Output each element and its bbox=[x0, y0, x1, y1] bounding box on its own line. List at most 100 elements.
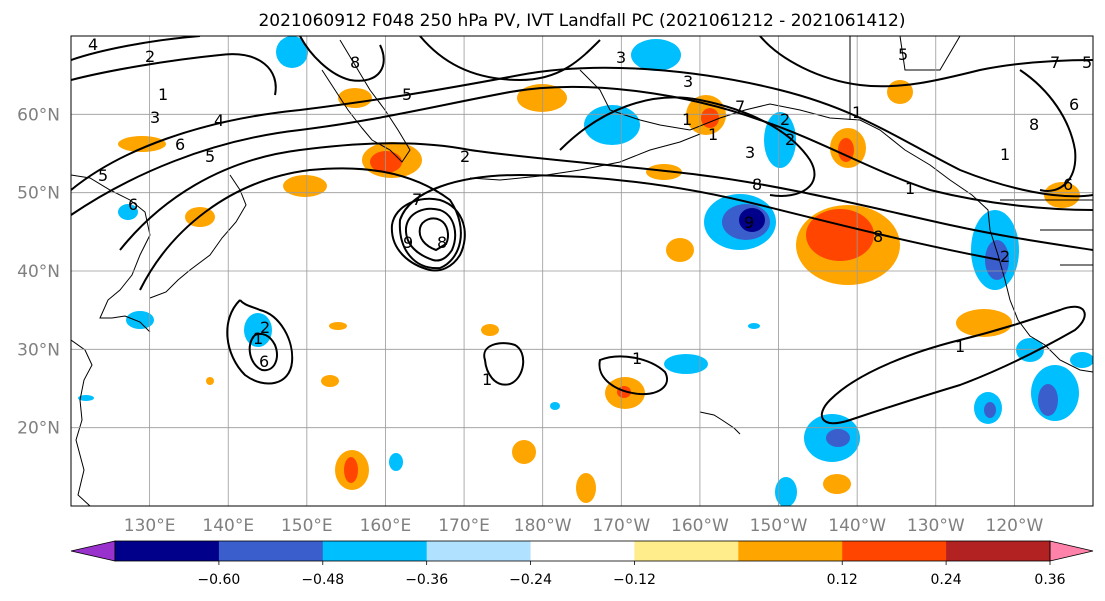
contour-label: 9 bbox=[403, 233, 413, 252]
colorbar-tick-label: −0.24 bbox=[509, 572, 552, 588]
contour-label: 9 bbox=[744, 213, 754, 232]
colorbar-segment bbox=[218, 541, 324, 561]
map-frame bbox=[70, 35, 1094, 507]
negative-anomaly-blob bbox=[631, 39, 681, 71]
contour-label: 7 bbox=[1050, 53, 1060, 72]
negative-anomaly-blob bbox=[664, 354, 708, 374]
contour-label: 2 bbox=[780, 110, 790, 129]
contour-label: 1 bbox=[852, 103, 862, 122]
contour-label: 2 bbox=[145, 47, 155, 66]
negative-anomaly-blob bbox=[739, 208, 765, 232]
us-border bbox=[1000, 199, 1093, 266]
longitude-label: 160°E bbox=[360, 516, 412, 536]
pv-contour bbox=[598, 355, 668, 396]
positive-anomaly-blob bbox=[838, 138, 854, 162]
contour-label: 1 bbox=[955, 337, 965, 356]
colorbar-frame bbox=[114, 540, 1051, 562]
positive-anomaly-blob bbox=[512, 440, 536, 464]
negative-anomaly-blob bbox=[1016, 338, 1044, 362]
colorbar-segment bbox=[115, 541, 220, 561]
contour-label: 2 bbox=[785, 130, 795, 149]
contour-label: 8 bbox=[873, 227, 883, 246]
longitude-label: 130°W bbox=[907, 516, 965, 536]
contour-label: 5 bbox=[1082, 53, 1092, 72]
pv-contour bbox=[404, 207, 457, 262]
colorbar-segment bbox=[842, 541, 947, 561]
japan-coastline bbox=[149, 174, 247, 299]
colorbar-tick-label: −0.60 bbox=[197, 572, 240, 588]
pv-contour bbox=[483, 342, 525, 386]
contour-label: 6 bbox=[128, 195, 138, 214]
contour-label: 5 bbox=[402, 85, 412, 104]
contour-label: 7 bbox=[412, 190, 422, 209]
pv-contour bbox=[248, 332, 278, 372]
pv-contour bbox=[820, 305, 1086, 425]
positive-anomaly-blob bbox=[517, 84, 567, 112]
longitude-label: 130°E bbox=[124, 516, 176, 536]
contour-label: 7 bbox=[735, 97, 745, 116]
longitude-label: 150°W bbox=[750, 516, 808, 536]
positive-anomaly-blob bbox=[329, 322, 347, 330]
contour-label: 8 bbox=[1029, 115, 1039, 134]
negative-anomaly-blob bbox=[775, 477, 797, 506]
contour-label: 3 bbox=[683, 72, 693, 91]
colorbar-segment bbox=[634, 541, 739, 561]
longitude-label: 140°E bbox=[202, 516, 254, 536]
negative-anomaly-blob bbox=[126, 311, 154, 329]
pv-contour bbox=[390, 197, 466, 272]
north-america-coastline bbox=[989, 229, 1093, 373]
contour-label: 6 bbox=[1069, 95, 1079, 114]
positive-anomaly-blob bbox=[481, 324, 499, 336]
colorbar-extend-max bbox=[1049, 540, 1094, 562]
positive-anomaly-blob bbox=[321, 375, 339, 387]
positive-anomaly-blob bbox=[646, 164, 682, 180]
negative-anomaly-blob bbox=[748, 323, 760, 329]
contour-label: 1 bbox=[158, 85, 168, 104]
contour-label: 5 bbox=[898, 45, 908, 64]
negative-anomaly-blob bbox=[1038, 384, 1058, 416]
latitude-labels: 60°N 50°N 40°N 30°N 20°N bbox=[17, 105, 60, 438]
pv-contour bbox=[299, 36, 601, 82]
canada-border bbox=[849, 36, 961, 120]
colorbar-tick-label: 0.12 bbox=[827, 572, 858, 588]
asia-coastline bbox=[71, 174, 151, 506]
latitude-label: 50°N bbox=[17, 184, 60, 204]
contour-label: 3 bbox=[745, 143, 755, 162]
latitude-label: 30°N bbox=[17, 340, 60, 360]
negative-anomaly-blob bbox=[244, 313, 272, 347]
contour-label: 2 bbox=[1000, 247, 1010, 266]
contour-label: 2 bbox=[460, 147, 470, 166]
pv-contour bbox=[71, 85, 1093, 216]
longitude-labels: 130°E 140°E 150°E 160°E 170°E 180°W 170°W 160°W… bbox=[124, 516, 1044, 536]
positive-anomaly-blob bbox=[887, 80, 913, 104]
contour-label: 1 bbox=[708, 125, 718, 144]
positive-anomaly-blob bbox=[823, 474, 851, 494]
longitude-label: 180°W bbox=[514, 516, 572, 536]
contour-label: 1 bbox=[482, 370, 492, 389]
contour-label: 8 bbox=[350, 53, 360, 72]
positive-anomaly-blob bbox=[576, 473, 596, 503]
pv-contour bbox=[1019, 69, 1077, 192]
contour-label: 4 bbox=[214, 111, 224, 130]
positive-anomaly-blob bbox=[118, 136, 166, 152]
figure-title: 2021060912 F048 250 hPa PV, IVT Landfall… bbox=[258, 11, 905, 31]
pv-contours bbox=[71, 36, 1093, 425]
colorbar-segment bbox=[322, 541, 428, 561]
hawaii-coastline bbox=[699, 411, 741, 435]
positive-anomaly-blob bbox=[701, 108, 719, 128]
negative-anomaly-blob bbox=[276, 36, 308, 68]
colorbar-tick-label: 0.36 bbox=[1034, 572, 1065, 588]
contour-label: 4 bbox=[88, 35, 98, 54]
negative-anomaly-blob bbox=[550, 402, 560, 410]
negative-anomaly-blob bbox=[984, 402, 996, 418]
contour-labels: 4 2 3 4 6 5 5 6 1 8 5 7 2 8 9 2 1 6 3 3 … bbox=[88, 35, 1092, 389]
colorbar-segment bbox=[530, 541, 635, 561]
colorbar-segment bbox=[738, 541, 843, 561]
positive-anomaly-blob bbox=[666, 238, 694, 262]
contour-label: 8 bbox=[752, 175, 762, 194]
positive-anomaly-blob bbox=[344, 457, 358, 483]
colorbar-segment bbox=[426, 541, 532, 561]
colorbar: −0.60−0.48−0.36−0.24−0.120.120.240.360.4… bbox=[70, 540, 1094, 588]
contour-label: 8 bbox=[437, 233, 447, 252]
